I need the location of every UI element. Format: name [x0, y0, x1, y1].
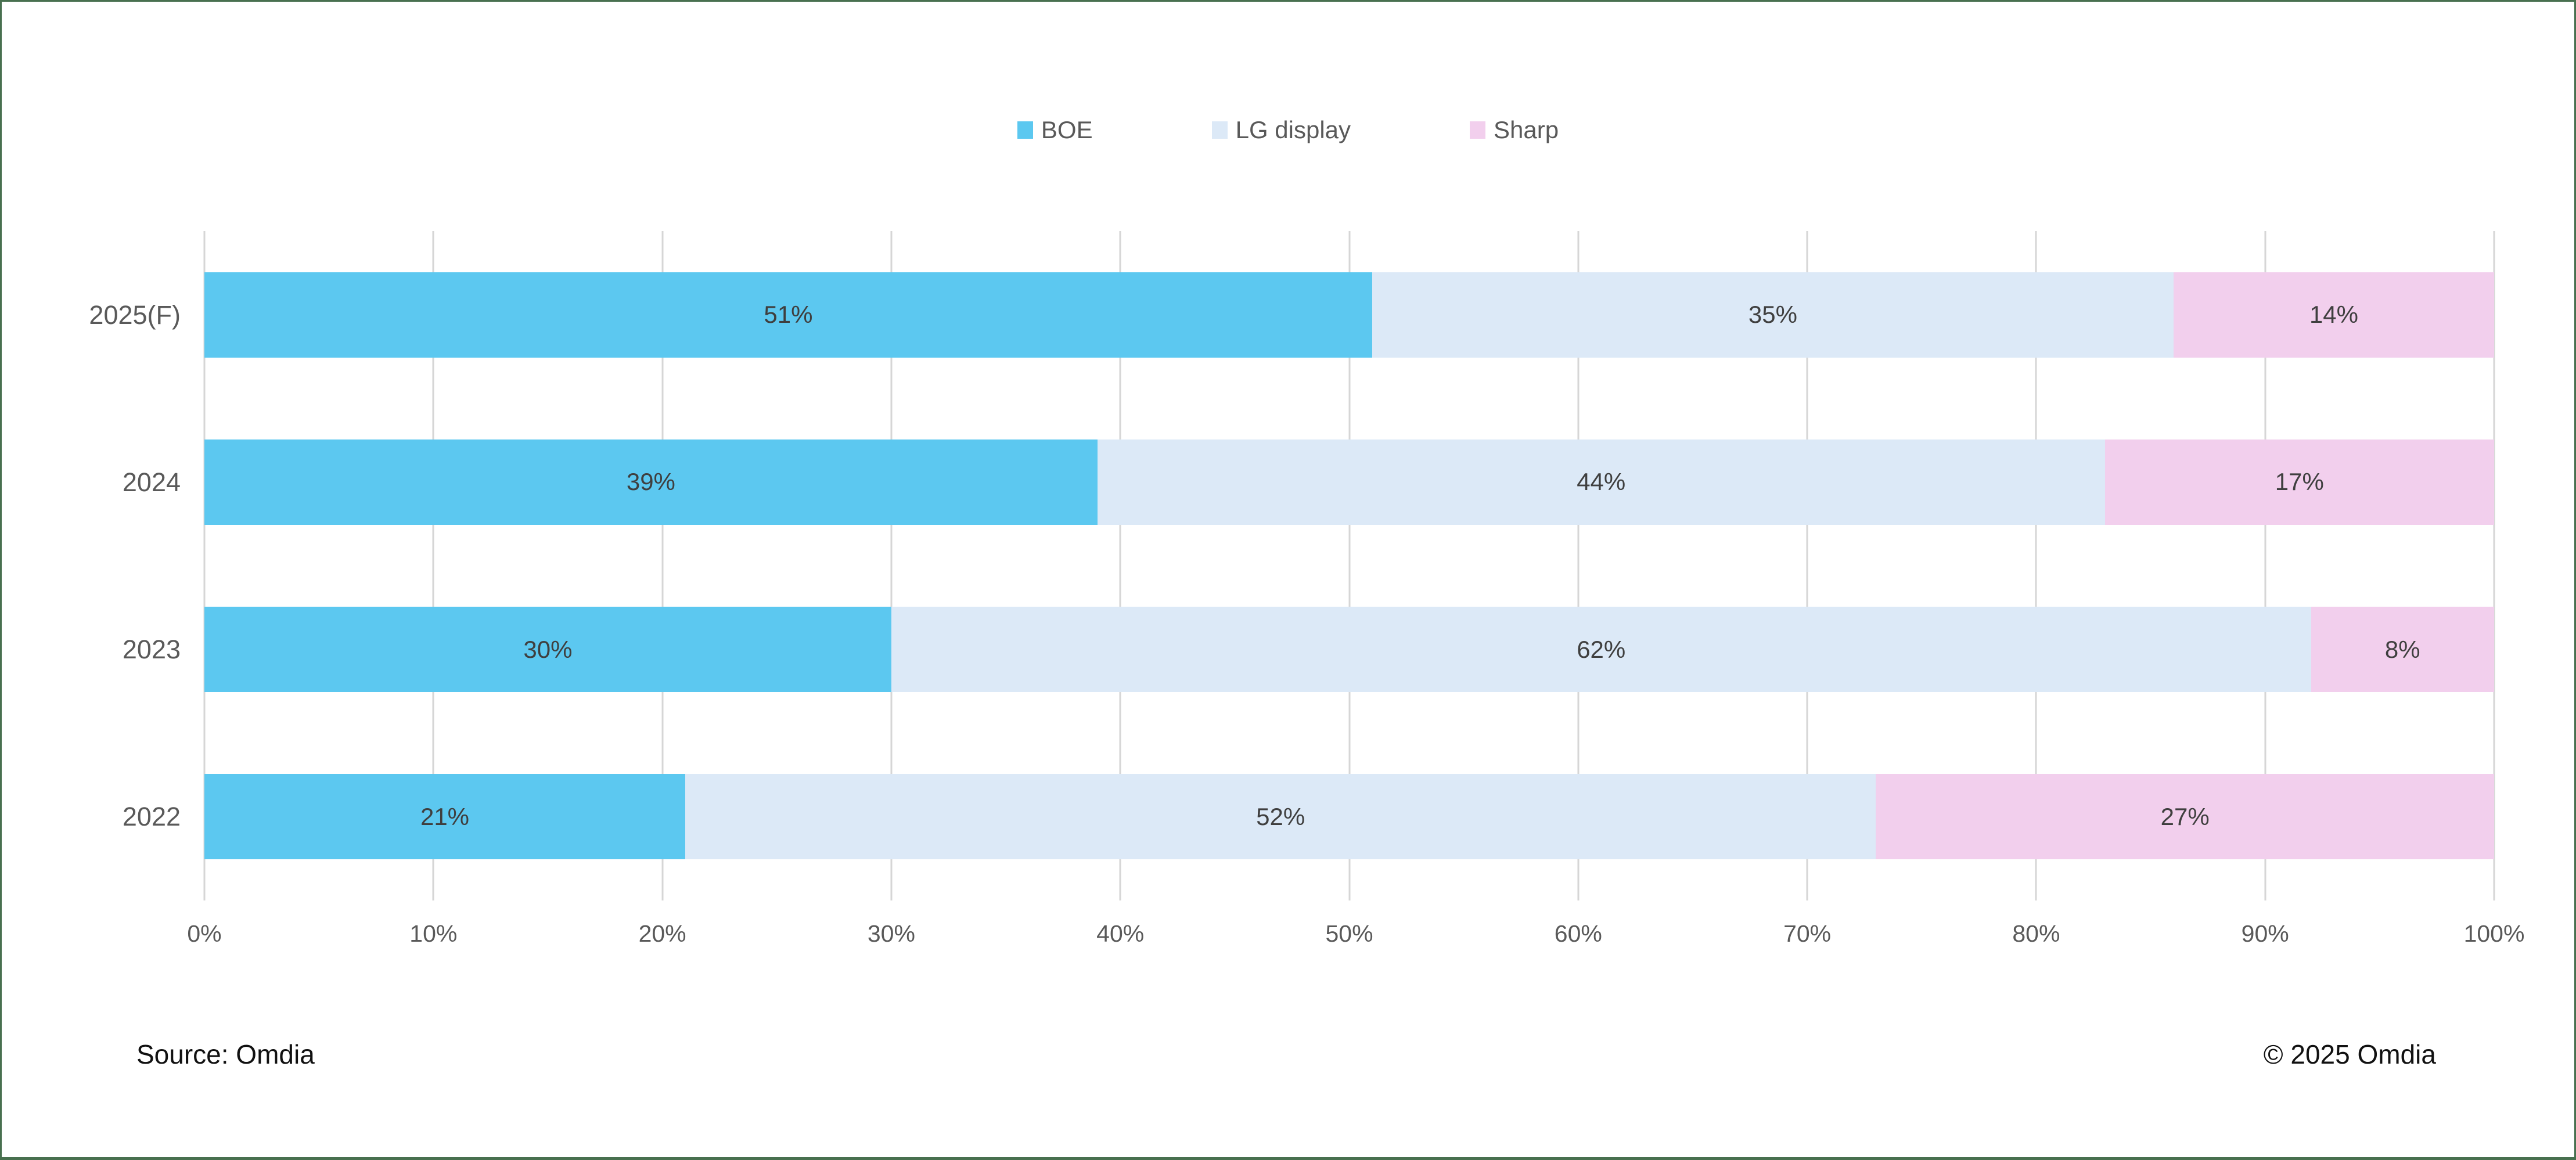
bar-row: 21% 52% 27% [204, 733, 2494, 900]
gridline [1577, 231, 1580, 900]
stacked-bar: 51% 35% 14% [204, 272, 2494, 358]
data-label: 51% [764, 301, 813, 329]
bar-segment-lg-display: 35% [1372, 272, 2174, 358]
bar-segment-lg-display: 62% [891, 607, 2311, 693]
bar-segment-sharp: 27% [1876, 774, 2494, 860]
legend-label: BOE [1041, 116, 1093, 143]
x-tick-label: 30% [867, 920, 915, 947]
x-tick-label: 40% [1096, 920, 1145, 947]
data-label: 52% [1256, 802, 1305, 830]
bar-segment-sharp: 14% [2173, 272, 2494, 358]
gridline [661, 231, 664, 900]
data-label: 35% [1748, 301, 1797, 329]
legend-swatch-icon [1211, 121, 1228, 139]
data-label: 14% [2309, 301, 2358, 329]
bar-segment-sharp: 17% [2104, 439, 2494, 525]
legend-item-lg-display: LG display [1211, 116, 1351, 143]
x-tick-label: 80% [2012, 920, 2060, 947]
gridline [2264, 231, 2266, 900]
data-label: 30% [523, 635, 573, 663]
category-label: 2022 [122, 802, 181, 832]
stacked-bar: 39% 44% 17% [204, 439, 2494, 525]
legend-swatch-icon [1017, 121, 1033, 139]
gridline [2493, 231, 2495, 900]
x-tick-label: 100% [2463, 920, 2525, 947]
gridline [1348, 231, 1350, 900]
legend-item-sharp: Sharp [1470, 118, 1559, 142]
category-label: 2025(F) [89, 300, 181, 330]
data-label: 21% [420, 802, 470, 830]
category-label: 2024 [122, 467, 181, 497]
plot-area: 51% 35% 14% 39% 44% 17% 30% 62% 8% 21% 52% 27% [203, 231, 2495, 900]
bar-segment-boe: 51% [204, 272, 1372, 358]
bar-segment-lg-display: 44% [1097, 439, 2105, 525]
source-note: Source: Omdia [136, 1039, 315, 1069]
gridline [432, 231, 434, 900]
x-tick-label: 20% [638, 920, 686, 947]
gridline [2035, 231, 2037, 900]
bar-segment-boe: 21% [204, 774, 686, 860]
bar-row: 51% 35% 14% [204, 231, 2494, 398]
bar-segment-boe: 30% [204, 607, 891, 693]
data-label: 62% [1577, 635, 1626, 663]
gridline [890, 231, 893, 900]
stacked-bar: 21% 52% 27% [204, 774, 2494, 860]
x-tick-label: 50% [1325, 920, 1373, 947]
stacked-bar: 30% 62% 8% [204, 607, 2494, 693]
data-label: 39% [626, 468, 675, 496]
gridline [203, 231, 206, 900]
data-label: 8% [2384, 635, 2420, 663]
data-label: 27% [2160, 802, 2210, 830]
x-tick-label: 70% [1783, 920, 1832, 947]
bar-segment-sharp: 8% [2311, 607, 2494, 693]
data-label: 17% [2275, 468, 2324, 496]
data-label: 44% [1577, 468, 1626, 496]
gridline [1806, 231, 1808, 900]
gridline [1119, 231, 1121, 900]
x-axis: 0% 10% 20% 30% 40% 50% 60% 70% 80% 90% 100% [187, 920, 2524, 957]
bar-segment-boe: 39% [204, 439, 1098, 525]
x-tick-label: 90% [2241, 920, 2289, 947]
legend-label: Sharp [1494, 116, 1559, 143]
category-label: 2023 [122, 635, 181, 665]
legend-item-boe: BOE [1017, 118, 1093, 142]
legend: BOE LG display Sharp [2, 118, 2574, 142]
legend-label: LG display [1235, 116, 1351, 143]
bar-segment-lg-display: 52% [685, 774, 1876, 860]
bar-row: 30% 62% 8% [204, 566, 2494, 733]
x-tick-label: 60% [1554, 920, 1602, 947]
legend-swatch-icon [1470, 121, 1486, 139]
x-tick-label: 10% [409, 920, 458, 947]
copyright-note: © 2025 Omdia [2263, 1039, 2436, 1069]
x-tick-label: 0% [187, 920, 222, 947]
bar-row: 39% 44% 17% [204, 398, 2494, 565]
